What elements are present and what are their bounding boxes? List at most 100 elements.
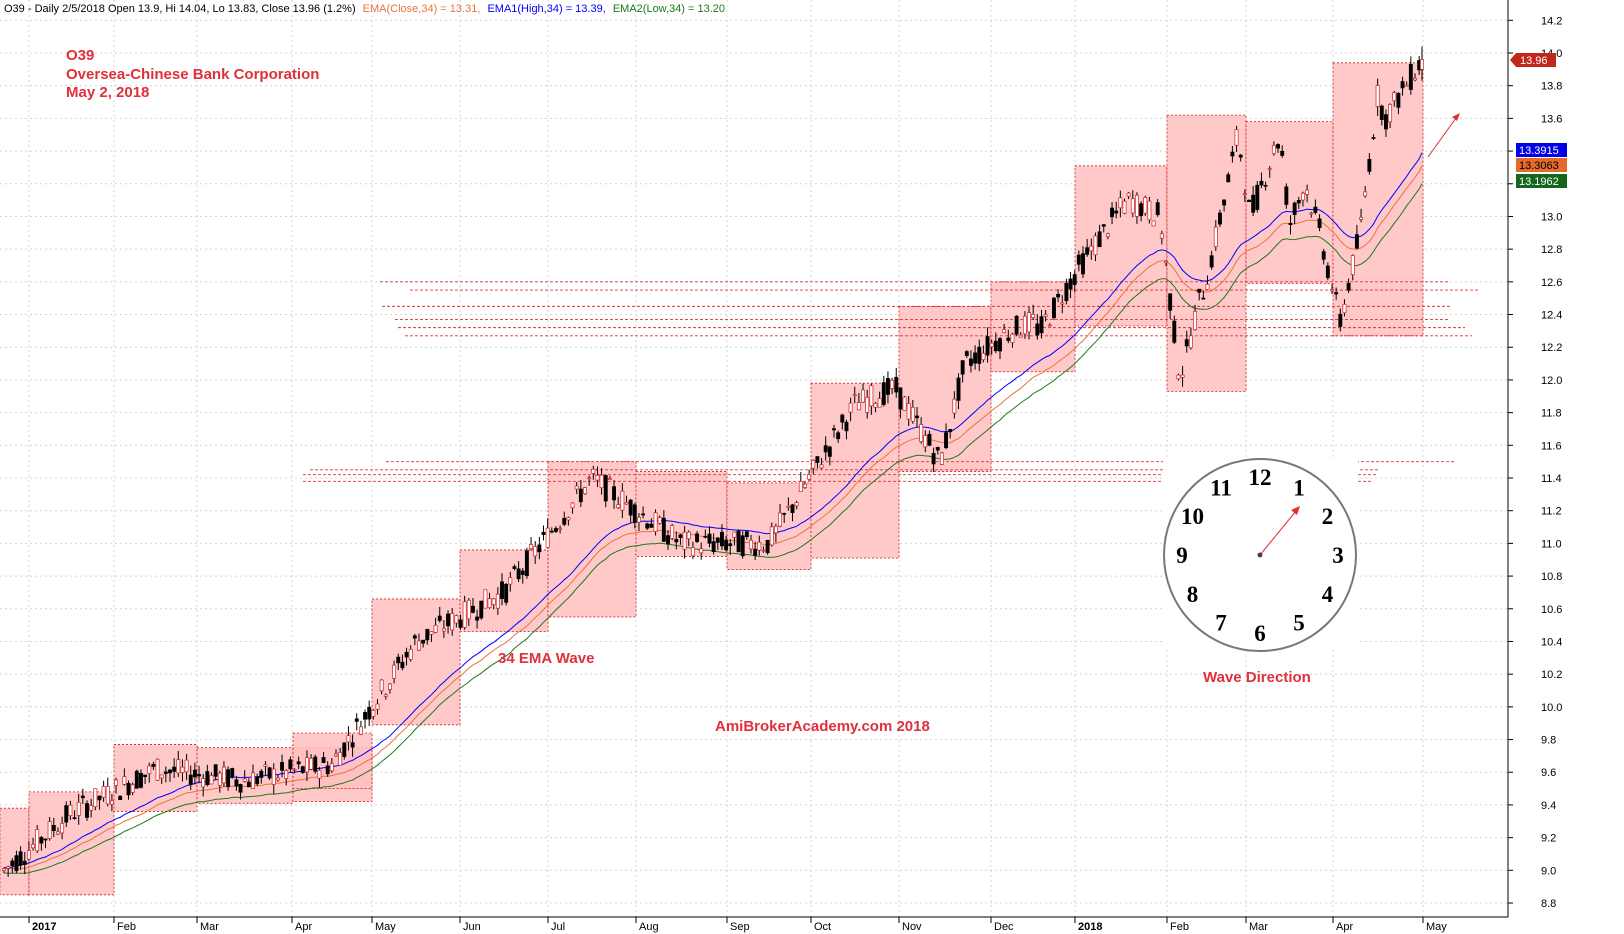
candle-body [226,769,231,788]
candle-body [578,488,583,503]
candle-body [1350,255,1355,275]
annotation-ema-wave: 34 EMA Wave [498,650,594,667]
candle [404,647,409,666]
candle [425,628,430,645]
candle [558,525,563,534]
candle [39,835,44,851]
candle-body [856,402,861,411]
annotation-company: Oversea-Chinese Bank Corporation [66,66,319,83]
candle-body [1035,323,1040,336]
candle [1143,195,1148,216]
y-tick-label: 11.4 [1541,473,1562,485]
candle-body [794,502,799,507]
candle-body [628,499,633,516]
candle-body [636,516,641,523]
candle-body [790,504,795,513]
candle-body [1139,203,1144,217]
candle-body [446,613,451,627]
candle [134,769,139,789]
candle [483,589,488,609]
candle-body [798,481,803,493]
candle-body [1072,274,1077,285]
candle-body [471,605,475,613]
wave-box [726,482,812,570]
candle [744,530,749,540]
clock-number: 3 [1332,543,1344,568]
candle-body [172,766,177,772]
candle-body [105,786,110,805]
candle-body [259,770,264,778]
clock-number: 10 [1181,504,1204,529]
candle [1408,56,1413,95]
candle [798,471,803,493]
candle [890,377,895,395]
candle-body [184,759,189,773]
candle [466,597,471,626]
candle-body [744,531,749,538]
candle [97,795,102,810]
candle [280,754,285,778]
candle [915,406,919,428]
candle [329,757,334,773]
candle-body [76,801,81,816]
candle-body [902,396,907,411]
candle-body [1242,193,1247,196]
candle-body [645,523,650,529]
candle-body [230,768,235,778]
candle [421,639,426,648]
candle-body [1363,191,1368,197]
candle [632,502,637,529]
candle-body [524,550,529,577]
candle-body [765,539,770,554]
y-tick-label: 9.8 [1541,735,1556,747]
candle-body [363,712,368,720]
candle [105,777,110,807]
candle [541,525,546,541]
candle [1043,310,1048,322]
price-tag-ema-high-label: 13.3915 [1519,145,1559,157]
candle [14,850,19,874]
candle [894,367,899,398]
candle [1238,154,1243,162]
candle [1101,224,1106,233]
clock-number: 8 [1187,582,1199,607]
x-tick-label: Sep [730,921,750,933]
y-tick-label: 13.0 [1541,211,1562,223]
candle-body [1164,260,1168,264]
candle [1242,189,1247,202]
candle-body [1010,333,1015,343]
candle [1056,289,1061,303]
wave-box [1245,121,1334,284]
candle-body [661,517,666,542]
candle-body [176,759,181,774]
wave-box [459,549,549,633]
candle-body [807,474,812,480]
candle-body [429,631,434,635]
candle-body [674,538,679,543]
x-tick-label: 2017 [32,921,56,933]
candle-body [1251,194,1256,213]
candle-body [400,661,405,669]
candle-body [251,772,255,789]
y-tick-label: 11.8 [1541,408,1562,420]
y-tick-label: 9.4 [1541,800,1556,812]
candle-body [981,352,986,361]
candle [6,865,11,877]
candle [607,475,612,480]
candle [230,767,235,779]
candle [118,795,123,800]
candle [529,537,534,551]
candle-body [10,860,15,866]
trend-arrow [1427,113,1460,158]
candle [537,536,542,560]
candle-body [1110,207,1114,218]
candle-body [1068,278,1073,290]
candle [719,524,724,551]
candle-body [852,394,857,397]
candle-body [155,758,160,781]
candle-body [64,805,69,823]
candle [172,758,177,779]
candle [807,469,812,482]
candle [454,614,459,628]
candle [628,498,633,524]
